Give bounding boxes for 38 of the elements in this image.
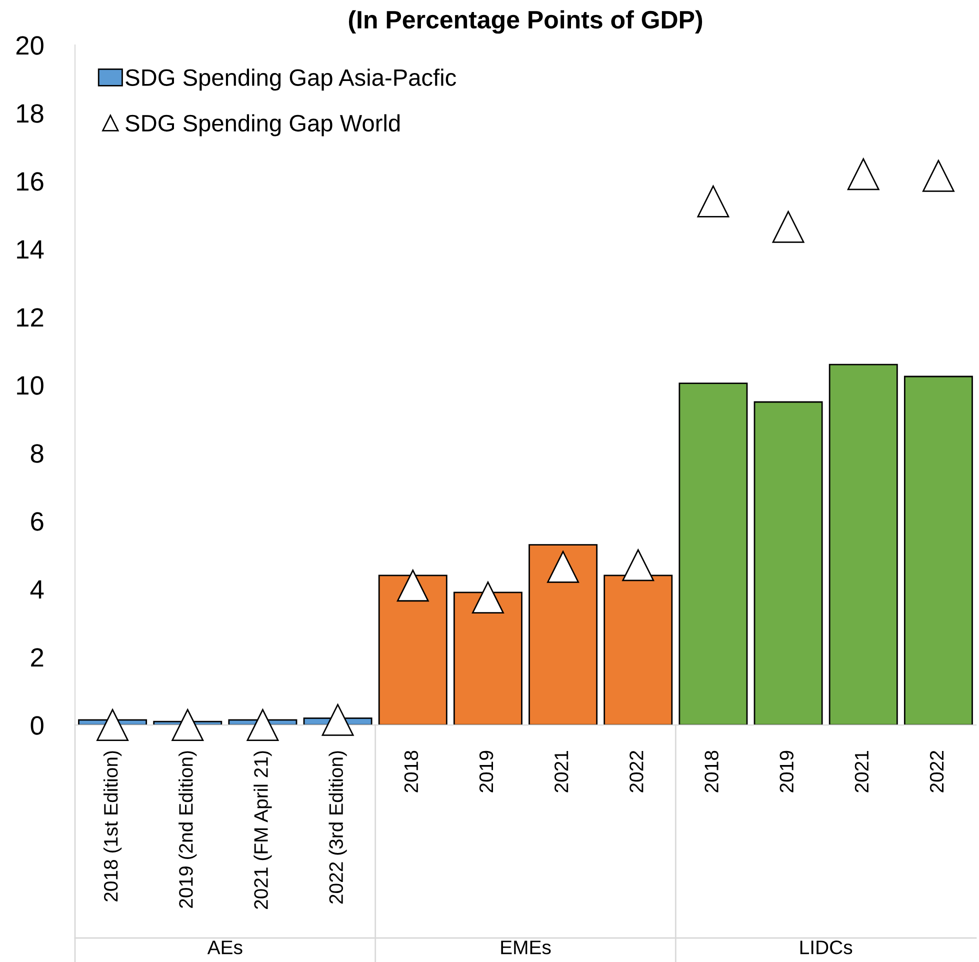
point	[396, 570, 429, 602]
y-tick-label: 8	[30, 444, 44, 463]
bar	[678, 382, 748, 725]
x-tick-label: 2021	[554, 750, 568, 792]
point	[622, 549, 654, 582]
bar	[754, 401, 823, 725]
legend-label: SDG Spending Gap Asia-Pacfic	[126, 68, 456, 91]
x-tick-label: 2021 (FM April 21)	[254, 751, 272, 909]
point	[472, 582, 504, 614]
text: EMEs	[501, 940, 551, 954]
x-tick-label: 2022	[630, 750, 644, 792]
text: AEs	[207, 940, 242, 954]
x-tick-label: 2021	[854, 750, 869, 792]
x-tick-label: 2018 (1st Edition)	[103, 751, 122, 902]
x-tick-label: 2022 (3rd Edition)	[328, 751, 347, 904]
y-tick-label: 4	[30, 580, 44, 599]
y-tick-label: 6	[31, 512, 44, 531]
x-tick-label: 2019 (2nd Edition)	[178, 751, 197, 908]
bar	[828, 364, 898, 725]
point	[547, 550, 580, 583]
y-tick-label: 0	[30, 716, 44, 735]
x-tick-label: 2019	[780, 750, 794, 792]
bar	[528, 544, 598, 725]
x-tick-label: 2022	[930, 750, 944, 792]
x-tick-label: 2019	[479, 750, 494, 792]
y-tick-label: 14	[17, 240, 44, 259]
y-tick-label: 16	[17, 172, 44, 191]
bar	[904, 376, 973, 725]
y-tick-label: 12	[17, 308, 44, 327]
y-tick-label: 2	[31, 648, 44, 667]
y-tick-label: 20	[16, 36, 44, 55]
chart-title: (In Percentage Points of GDP)	[348, 10, 702, 34]
y-tick-label: 18	[17, 104, 44, 123]
x-tick-label: 2018	[404, 750, 418, 792]
x-tick-label: 2018	[704, 750, 718, 792]
legend-label: SDG Spending Gap World	[126, 114, 400, 136]
y-tick-label: 10	[17, 376, 44, 395]
text: LIDCs	[800, 940, 852, 954]
